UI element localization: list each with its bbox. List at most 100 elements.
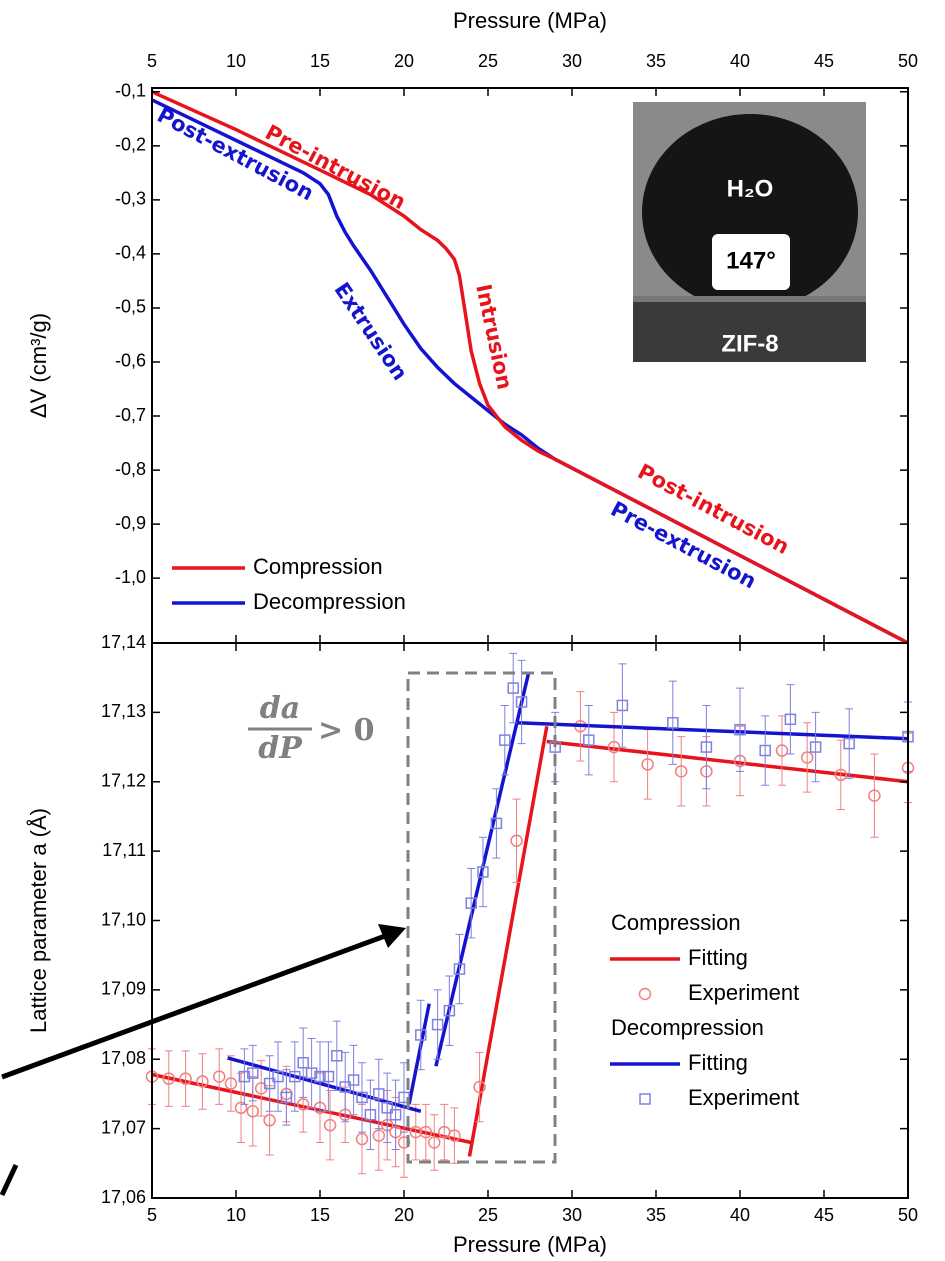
error-bar: [430, 1114, 439, 1171]
error-bar: [811, 711, 820, 783]
y-tick-label: 17,12: [101, 771, 146, 791]
legend-label: Experiment: [688, 1085, 799, 1110]
y-tick-label: -0,8: [115, 459, 146, 479]
marker: [179, 1072, 192, 1085]
marker: [616, 699, 629, 712]
data-line: [227, 673, 909, 1113]
x-tick-label: 15: [310, 1205, 330, 1225]
marker: [247, 1067, 259, 1079]
y-tick-label: 17,09: [101, 979, 146, 999]
error-bar: [845, 708, 854, 779]
numerator: da: [260, 691, 300, 726]
legend-label: Fitting: [688, 1050, 748, 1075]
arrow: [0, 924, 406, 1197]
error-bar: [778, 715, 786, 786]
x-tick-label: 25: [478, 51, 498, 71]
error-bar: [668, 680, 677, 765]
marker: [809, 741, 822, 753]
marker: [490, 817, 503, 830]
legend-group-title: Compression: [611, 910, 741, 935]
curve-annotation: Extrusion: [329, 278, 412, 385]
highlight-box: [406, 671, 557, 1164]
marker: [700, 741, 713, 753]
y-tick-label: -0,7: [115, 405, 146, 425]
y-tick-label: -0,1: [115, 81, 146, 101]
marker: [162, 1072, 176, 1085]
plot-frame: [151, 642, 909, 1199]
relation: > 0: [318, 713, 374, 748]
data-line: [151, 90, 909, 645]
marker: [834, 768, 848, 782]
marker: [372, 1129, 386, 1142]
marker: [381, 1102, 393, 1114]
marker: [246, 1105, 260, 1118]
marker: [373, 1088, 385, 1100]
x-tick-label: 25: [478, 1205, 498, 1225]
marker: [515, 696, 528, 708]
x-tick-label: 35: [646, 1205, 666, 1225]
error-bar: [326, 1089, 335, 1161]
error-bar: [440, 1103, 449, 1161]
error-bar: [358, 1062, 366, 1133]
x-tick-label: 10: [226, 51, 246, 71]
marker: [238, 1070, 251, 1083]
error-bar: [702, 704, 711, 790]
error-bar: [416, 999, 425, 1071]
marker: [389, 1109, 402, 1121]
error-bar: [584, 704, 593, 776]
y-tick-label: 17,06: [101, 1187, 146, 1207]
y-tick-label: 17,14: [101, 632, 146, 652]
marker: [427, 1136, 441, 1149]
marker: [356, 1091, 368, 1104]
marker: [499, 734, 511, 746]
error-bar: [643, 729, 652, 800]
error-bar: [237, 1072, 246, 1143]
y-tick-label: -0,6: [115, 351, 146, 371]
error-bar: [736, 687, 744, 772]
inset-liquid: H₂O: [727, 175, 774, 202]
marker: [234, 1101, 248, 1115]
x-tick-label: 5: [147, 51, 157, 71]
marker: [296, 1098, 310, 1111]
error-bar: [450, 1107, 459, 1164]
y-axis-title: Lattice parameter a (Å): [26, 808, 51, 1033]
error-bar: [870, 753, 879, 838]
error-bar: [226, 1055, 235, 1112]
marker: [448, 1129, 461, 1142]
y-tick-label: -0,2: [115, 135, 146, 155]
inset-photo: H₂O 147° ZIF-8: [633, 102, 866, 362]
x-tick-label: 40: [730, 51, 750, 71]
marker: [510, 834, 523, 847]
error-bar: [307, 1037, 316, 1109]
data-line: [151, 98, 909, 645]
marker: [339, 1081, 351, 1093]
error-bar: [467, 867, 476, 939]
marker: [415, 1029, 427, 1041]
marker: [759, 744, 771, 757]
marker: [347, 1074, 360, 1086]
error-bar: [198, 1053, 207, 1110]
y-tick-label: 17,08: [101, 1048, 146, 1068]
x-tick-label: 20: [394, 51, 414, 71]
error-bar: [391, 1079, 400, 1150]
marker: [263, 1114, 276, 1127]
marker: [507, 682, 519, 694]
error-bar: [761, 715, 770, 786]
error-bar: [445, 975, 454, 1046]
legend-label: Decompression: [253, 589, 406, 614]
error-bar: [478, 836, 487, 908]
marker: [297, 1056, 309, 1069]
marker: [465, 897, 477, 909]
marker: [305, 1067, 318, 1079]
marker: [364, 1109, 377, 1121]
y-axis-title: ΔV (cm³/g): [26, 313, 51, 418]
legend-label: Compression: [253, 554, 383, 579]
error-bar: [517, 659, 526, 745]
marker: [224, 1077, 238, 1090]
x-tick-label: 5: [147, 1205, 157, 1225]
marker: [674, 765, 688, 778]
error-bar: [248, 1044, 257, 1102]
error-bar: [374, 1058, 383, 1130]
error-bar: [383, 1072, 392, 1143]
y-tick-label: -1,0: [115, 567, 146, 587]
